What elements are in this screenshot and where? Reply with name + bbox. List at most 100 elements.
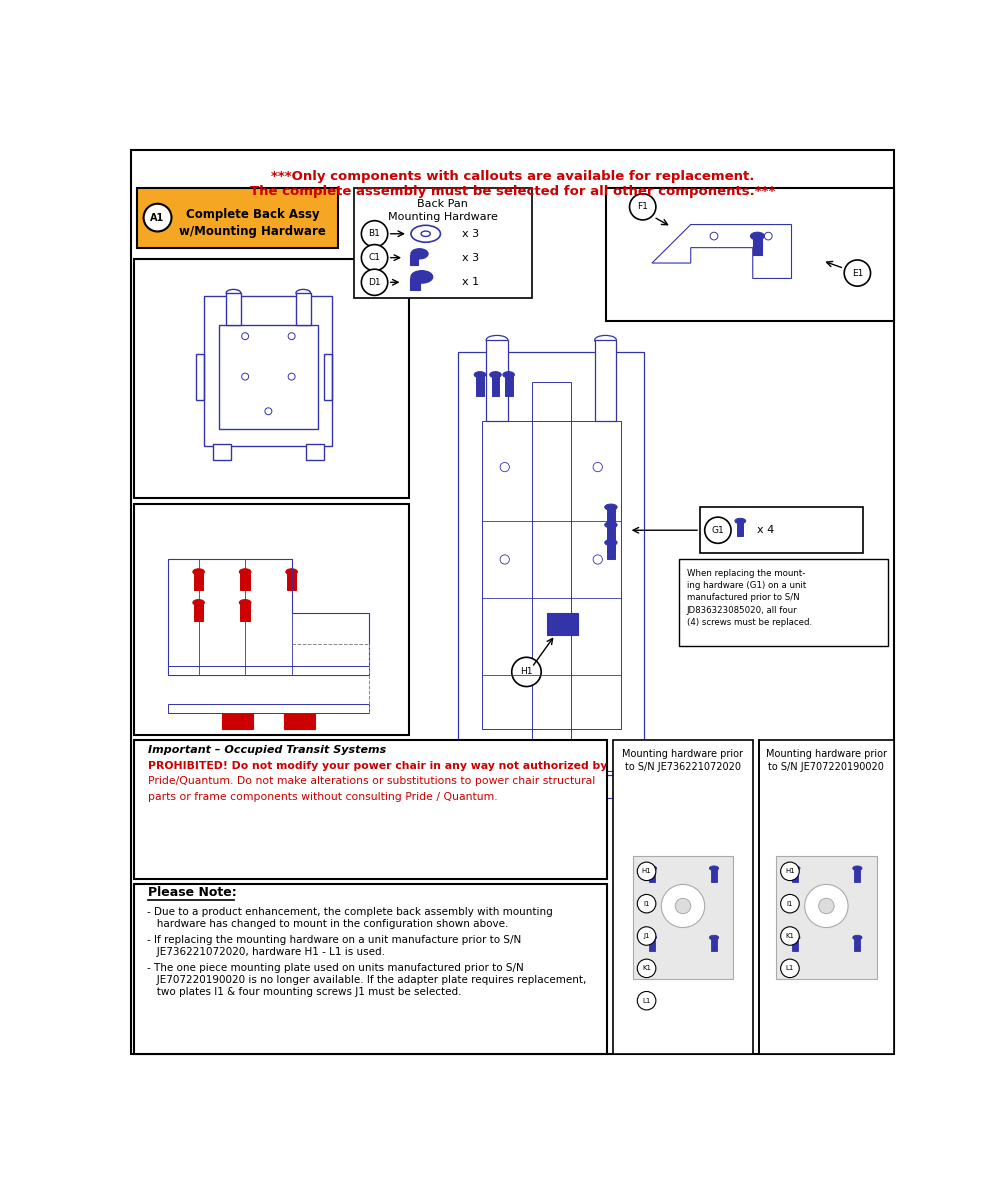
Ellipse shape <box>193 569 204 575</box>
Ellipse shape <box>296 289 311 297</box>
Ellipse shape <box>853 935 862 940</box>
Circle shape <box>781 894 799 913</box>
FancyBboxPatch shape <box>606 188 894 320</box>
Ellipse shape <box>605 522 617 528</box>
Text: hardware has changed to mount in the configuration shown above.: hardware has changed to mount in the con… <box>147 919 508 929</box>
Text: I1: I1 <box>787 900 793 906</box>
Circle shape <box>637 927 656 946</box>
FancyBboxPatch shape <box>759 741 894 1054</box>
FancyBboxPatch shape <box>134 741 607 879</box>
FancyBboxPatch shape <box>753 236 762 255</box>
FancyBboxPatch shape <box>240 572 250 591</box>
Text: to S/N JE736221072020: to S/N JE736221072020 <box>625 762 741 773</box>
Text: Please Note:: Please Note: <box>148 886 237 899</box>
Text: C1: C1 <box>369 254 381 262</box>
Ellipse shape <box>474 372 486 378</box>
FancyBboxPatch shape <box>213 444 231 461</box>
FancyBboxPatch shape <box>306 444 324 461</box>
FancyBboxPatch shape <box>168 666 369 675</box>
Text: - Due to a product enhancement, the complete back assembly with mounting: - Due to a product enhancement, the comp… <box>147 908 552 917</box>
Text: A1: A1 <box>150 213 165 223</box>
Text: parts or frame components without consulting Pride / Quantum.: parts or frame components without consul… <box>148 792 498 802</box>
Ellipse shape <box>647 866 657 871</box>
Ellipse shape <box>735 518 746 524</box>
FancyBboxPatch shape <box>194 603 203 621</box>
FancyBboxPatch shape <box>486 341 508 420</box>
FancyBboxPatch shape <box>792 937 798 952</box>
Ellipse shape <box>486 336 508 344</box>
Ellipse shape <box>411 249 428 258</box>
Text: (4) screws must be replaced.: (4) screws must be replaced. <box>687 618 812 626</box>
FancyBboxPatch shape <box>607 507 615 524</box>
Circle shape <box>805 885 848 928</box>
FancyBboxPatch shape <box>410 278 420 289</box>
Text: w/Mounting Hardware: w/Mounting Hardware <box>179 225 326 238</box>
Circle shape <box>512 657 541 686</box>
Text: ing hardware (G1) on a unit: ing hardware (G1) on a unit <box>687 581 806 590</box>
FancyBboxPatch shape <box>194 572 203 591</box>
FancyBboxPatch shape <box>134 504 409 735</box>
Ellipse shape <box>709 935 719 940</box>
Text: x 4: x 4 <box>757 525 774 535</box>
FancyBboxPatch shape <box>296 293 311 325</box>
Text: Pride/Quantum. Do not make alterations or substitutions to power chair structura: Pride/Quantum. Do not make alterations o… <box>148 777 596 786</box>
Text: H1: H1 <box>642 868 651 874</box>
FancyBboxPatch shape <box>222 710 253 729</box>
Text: L1: L1 <box>786 966 794 972</box>
Text: J1: J1 <box>643 933 650 939</box>
Text: manufactured prior to S/N: manufactured prior to S/N <box>687 593 800 603</box>
Ellipse shape <box>595 336 616 344</box>
Ellipse shape <box>853 866 862 871</box>
Text: x 3: x 3 <box>462 252 479 263</box>
Circle shape <box>781 927 799 946</box>
FancyBboxPatch shape <box>476 375 484 397</box>
Ellipse shape <box>647 935 657 940</box>
Text: Mounting hardware prior: Mounting hardware prior <box>622 748 744 759</box>
Circle shape <box>144 204 172 231</box>
Circle shape <box>630 194 656 220</box>
Text: G1: G1 <box>712 525 724 535</box>
FancyBboxPatch shape <box>410 255 418 266</box>
Text: When replacing the mount-: When replacing the mount- <box>687 569 805 578</box>
FancyBboxPatch shape <box>792 868 798 883</box>
Circle shape <box>361 220 388 247</box>
Text: B1: B1 <box>369 230 380 238</box>
Text: Complete Back Assy: Complete Back Assy <box>186 208 320 222</box>
Text: x 1: x 1 <box>462 278 479 287</box>
FancyBboxPatch shape <box>168 704 369 713</box>
Text: L1: L1 <box>642 998 651 1004</box>
Text: JD836323085020, all four: JD836323085020, all four <box>687 606 798 615</box>
FancyBboxPatch shape <box>354 188 532 298</box>
FancyBboxPatch shape <box>137 187 338 248</box>
FancyBboxPatch shape <box>240 603 250 621</box>
Circle shape <box>637 862 656 880</box>
Text: PROHIBITED! Do not modify your power chair in any way not authorized by: PROHIBITED! Do not modify your power cha… <box>148 761 608 771</box>
Ellipse shape <box>503 372 514 378</box>
Text: I1: I1 <box>643 900 650 906</box>
FancyBboxPatch shape <box>134 885 607 1054</box>
Circle shape <box>637 959 656 978</box>
Circle shape <box>675 898 691 913</box>
FancyBboxPatch shape <box>649 868 655 883</box>
Text: x 3: x 3 <box>462 229 479 238</box>
Text: JE707220190020 is no longer available. If the adapter plate requires replacement: JE707220190020 is no longer available. I… <box>147 975 586 985</box>
FancyBboxPatch shape <box>613 741 753 1054</box>
Circle shape <box>637 894 656 913</box>
FancyBboxPatch shape <box>287 572 296 591</box>
Text: - The one piece mounting plate used on units manufactured prior to S/N: - The one piece mounting plate used on u… <box>147 962 523 973</box>
Text: two plates I1 & four mounting screws J1 must be selected.: two plates I1 & four mounting screws J1 … <box>147 987 461 997</box>
FancyBboxPatch shape <box>131 150 894 1054</box>
FancyBboxPatch shape <box>711 937 717 952</box>
Circle shape <box>844 260 871 286</box>
Ellipse shape <box>750 232 764 239</box>
FancyBboxPatch shape <box>737 520 743 536</box>
FancyBboxPatch shape <box>134 260 409 498</box>
Circle shape <box>705 517 731 543</box>
FancyBboxPatch shape <box>854 937 860 952</box>
Ellipse shape <box>605 540 617 545</box>
Ellipse shape <box>709 866 719 871</box>
Ellipse shape <box>490 372 501 378</box>
Text: Important – Occupied Transit Systems: Important – Occupied Transit Systems <box>148 746 386 755</box>
Text: ***Only components with callouts are available for replacement.: ***Only components with callouts are ava… <box>271 169 754 182</box>
Circle shape <box>781 862 799 880</box>
